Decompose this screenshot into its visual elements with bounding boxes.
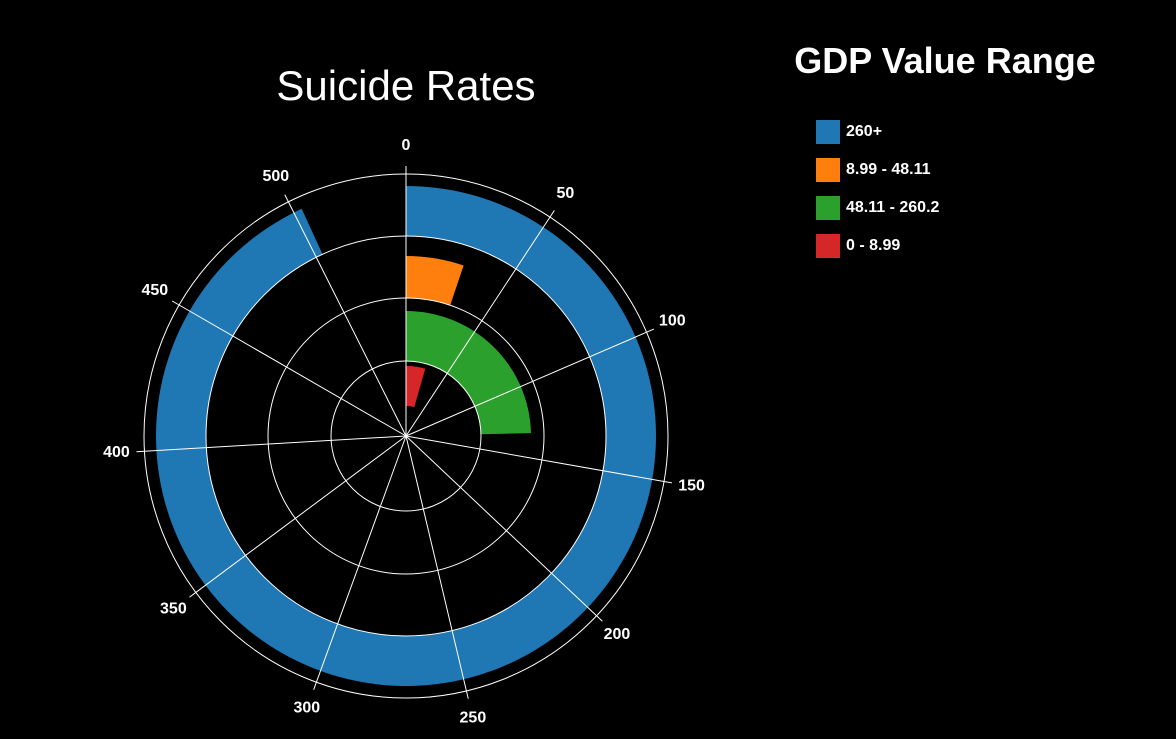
axis-tick: [646, 328, 655, 333]
legend-label: 0 - 8.99: [846, 237, 901, 254]
legend-title: GDP Value Range: [794, 40, 1096, 81]
tick-label: 500: [262, 168, 289, 185]
chart-title: Suicide Rates: [276, 62, 536, 109]
legend: 260+ 8.99 - 48.11 48.11 - 260.2 0 - 8.99: [816, 113, 939, 265]
axis-tick: [189, 592, 197, 598]
axis-tick: [549, 210, 555, 218]
grid-spoke: [315, 435, 407, 683]
grid-spoke: [287, 201, 407, 437]
tick-label: 0: [402, 137, 411, 154]
grid-spoke: [405, 331, 647, 437]
legend-swatch: [816, 120, 840, 144]
tick-label: 100: [659, 312, 686, 329]
grid-spoke: [144, 435, 407, 452]
axis-tick: [596, 615, 603, 622]
grid-spoke: [405, 435, 665, 482]
grid-spoke: [195, 435, 407, 593]
grid-spoke: [405, 435, 597, 617]
legend-swatch: [816, 234, 840, 258]
tick-label: 350: [160, 600, 187, 617]
grid-spoke: [405, 216, 551, 437]
tick-label: 50: [556, 185, 574, 202]
axis-tick: [284, 194, 289, 203]
axis-tick: [465, 690, 469, 699]
tick-label: 400: [103, 444, 130, 461]
bar-8-99-48-11[interactable]: [406, 256, 464, 306]
grid-spoke: [405, 435, 467, 692]
legend-item[interactable]: 260+: [816, 113, 939, 151]
tick-label: 300: [293, 700, 320, 717]
grid-spoke: [178, 304, 407, 437]
legend-swatch: [816, 158, 840, 182]
legend-item[interactable]: 0 - 8.99: [816, 227, 939, 265]
legend-label: 8.99 - 48.11: [846, 161, 931, 178]
axis-tick: [313, 682, 317, 690]
legend-item[interactable]: 48.11 - 260.2: [816, 189, 939, 227]
axis-tick: [171, 300, 180, 306]
legend-label: 48.11 - 260.2: [846, 199, 940, 216]
tick-label: 250: [460, 709, 487, 726]
bar-0-8-99[interactable]: [406, 366, 426, 408]
tick-label: 450: [142, 282, 169, 299]
legend-swatch: [816, 196, 840, 220]
legend-item[interactable]: 8.99 - 48.11: [816, 151, 939, 189]
legend-label: 260+: [846, 123, 883, 140]
bar-48-11-260-2[interactable]: [406, 311, 531, 435]
tick-label: 150: [678, 478, 705, 495]
axis-tick: [663, 481, 672, 484]
tick-label: 200: [604, 626, 631, 643]
